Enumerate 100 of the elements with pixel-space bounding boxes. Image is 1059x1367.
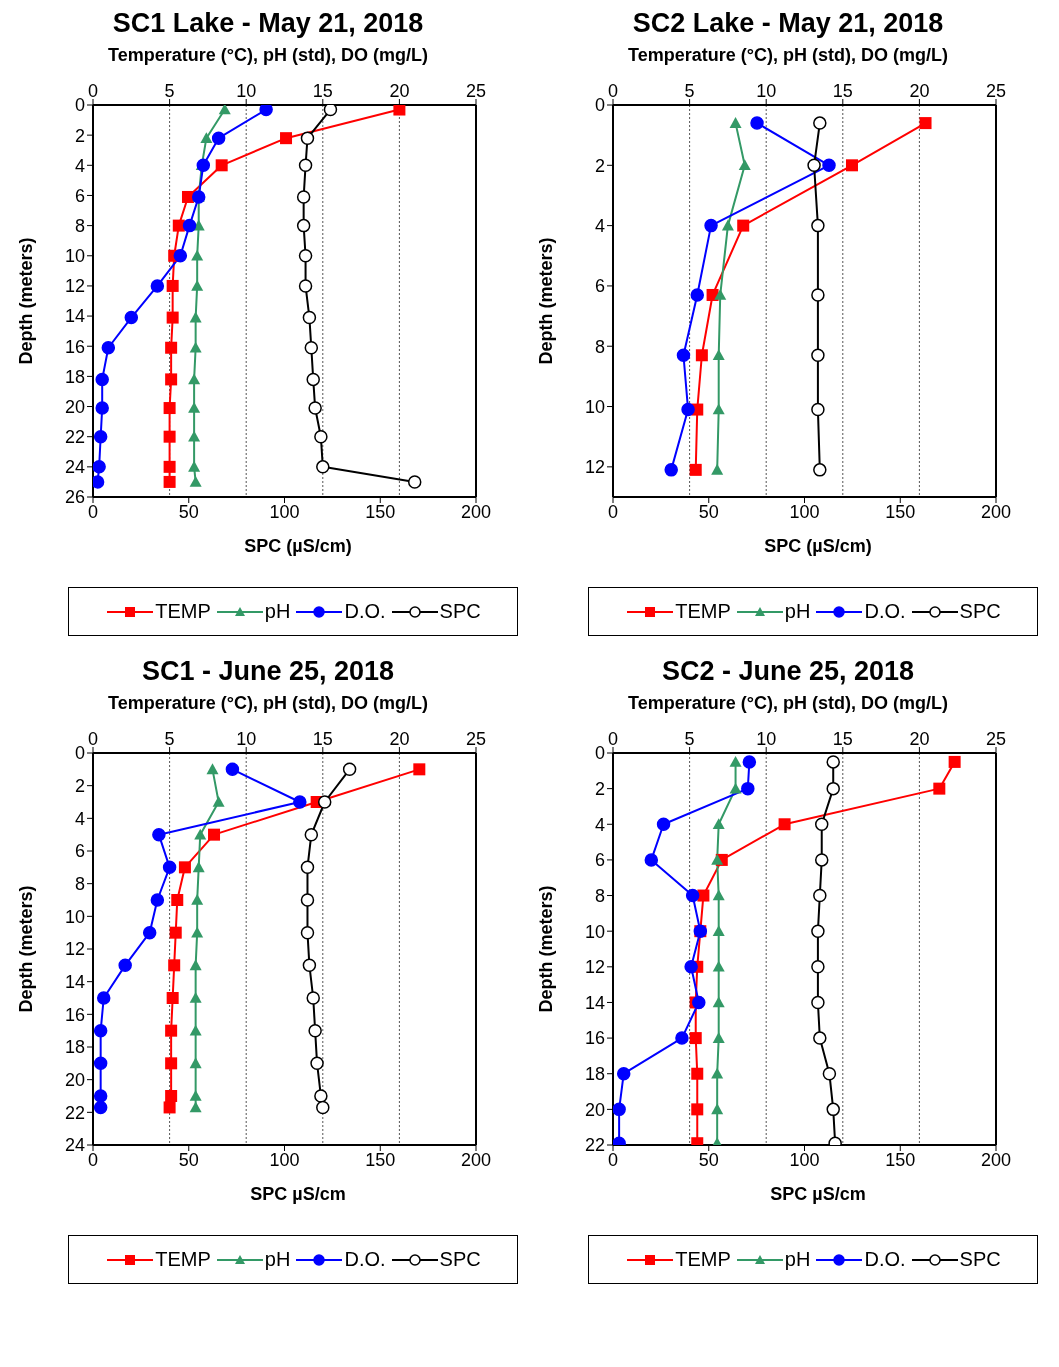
y-tick-label: 14 [64, 972, 85, 993]
legend-label: TEMP [675, 600, 731, 623]
point [308, 401, 322, 415]
point [296, 218, 311, 233]
legend-label: D.O. [344, 600, 386, 623]
x-tick-label: 0 [87, 501, 99, 522]
point [306, 372, 320, 387]
point [306, 991, 320, 1005]
x2-tick-label: 10 [756, 81, 777, 101]
y-tick-label: 4 [594, 216, 605, 237]
point [811, 924, 825, 938]
x2-tick-label: 25 [985, 81, 1007, 101]
point [811, 995, 825, 1010]
point [300, 893, 315, 907]
point [298, 158, 313, 173]
x2-tick-label: 25 [985, 729, 1007, 749]
x-tick-label: 200 [980, 501, 1012, 522]
y-tick-label: 18 [584, 1064, 605, 1085]
point [822, 1066, 837, 1081]
x2-tick-label: 20 [909, 729, 930, 749]
y-tick-label: 10 [584, 396, 605, 417]
x2-tick-label: 10 [236, 81, 257, 101]
point [323, 105, 338, 117]
x2-tick-label: 20 [909, 81, 930, 101]
y-tick-label: 12 [64, 276, 85, 297]
y-tick-label: 2 [594, 155, 605, 176]
y-tick-label: 4 [594, 814, 605, 835]
x2-axis-title: Temperature (°C), pH (std), DO (mg/L) [627, 693, 949, 714]
point [316, 460, 330, 474]
x2-tick-label: 0 [607, 81, 619, 101]
x-tick-label: 0 [87, 1149, 99, 1170]
legend-label: pH [264, 1248, 291, 1271]
y-tick-label: 10 [64, 246, 85, 267]
x-tick-label: 50 [178, 1149, 199, 1170]
point [826, 781, 840, 796]
y-tick-label: 0 [594, 743, 605, 764]
x-tick-label: 0 [607, 501, 619, 522]
legend-label: TEMP [155, 600, 211, 623]
chart-title: SC1 Lake - May 21, 2018 [111, 8, 425, 39]
point [813, 116, 827, 130]
y-tick-label: 12 [64, 939, 85, 960]
x-tick-label: 100 [269, 501, 300, 522]
legend-label: TEMP [675, 1248, 731, 1271]
y-tick-label: 8 [594, 885, 605, 906]
y-tick-label: 6 [594, 276, 605, 297]
x2-axis-title: Temperature (°C), pH (std), DO (mg/L) [627, 45, 949, 66]
x-tick-label: 150 [365, 501, 396, 522]
y-axis-title: Depth (meters) [536, 885, 557, 1013]
x-axis-title: SPC (µS/cm) [243, 536, 353, 557]
x-tick-label: 150 [885, 501, 916, 522]
point [807, 158, 821, 173]
y-tick-label: 2 [74, 776, 85, 797]
point [316, 1100, 330, 1115]
x2-axis-title: Temperature (°C), pH (std), DO (mg/L) [107, 693, 429, 714]
y-tick-label: 18 [64, 1037, 85, 1058]
y-tick-label: 22 [64, 427, 85, 448]
x-tick-label: 100 [789, 1149, 820, 1170]
x2-tick-label: 15 [312, 729, 333, 749]
point [298, 279, 313, 293]
y-tick-label: 16 [64, 1004, 85, 1025]
y-tick-label: 20 [584, 1099, 605, 1120]
x-tick-label: 150 [365, 1149, 396, 1170]
x-tick-label: 150 [885, 1149, 916, 1170]
point [811, 402, 825, 417]
x2-tick-label: 20 [389, 729, 410, 749]
y-tick-label: 20 [64, 1070, 85, 1091]
y-tick-label: 24 [64, 457, 85, 478]
y-tick-label: 6 [594, 850, 605, 871]
point [308, 1023, 322, 1038]
y-tick-label: 2 [594, 779, 605, 800]
chart-title: SC2 - June 25, 2018 [660, 656, 916, 687]
y-tick-label: 18 [64, 366, 85, 387]
y-tick-label: 12 [584, 457, 605, 478]
legend-label: pH [784, 1248, 811, 1271]
y-tick-label: 22 [64, 1102, 85, 1123]
x2-tick-label: 20 [389, 81, 410, 101]
x2-tick-label: 10 [236, 729, 257, 749]
y-tick-label: 24 [64, 1135, 85, 1156]
x2-tick-label: 5 [684, 81, 695, 101]
y-tick-label: 10 [64, 906, 85, 927]
legend-label: D.O. [864, 1248, 906, 1271]
x-tick-label: 200 [460, 501, 492, 522]
y-tick-label: 4 [74, 155, 85, 176]
y-tick-label: 16 [584, 1028, 605, 1049]
x-tick-label: 50 [698, 501, 719, 522]
legend-label: SPC [439, 1248, 481, 1271]
y-tick-label: 20 [64, 396, 85, 417]
point [826, 1102, 840, 1117]
point [296, 190, 311, 204]
y-tick-label: 0 [74, 743, 85, 764]
y-tick-label: 22 [584, 1135, 605, 1156]
chart-title: SC2 Lake - May 21, 2018 [631, 8, 945, 39]
x2-tick-label: 0 [607, 729, 619, 749]
point [814, 853, 829, 867]
x2-tick-label: 25 [465, 729, 487, 749]
legend-label: TEMP [155, 1248, 211, 1271]
y-axis-title: Depth (meters) [16, 885, 37, 1013]
x-tick-label: 50 [178, 501, 199, 522]
point [300, 860, 315, 875]
legend-label: SPC [959, 600, 1001, 623]
